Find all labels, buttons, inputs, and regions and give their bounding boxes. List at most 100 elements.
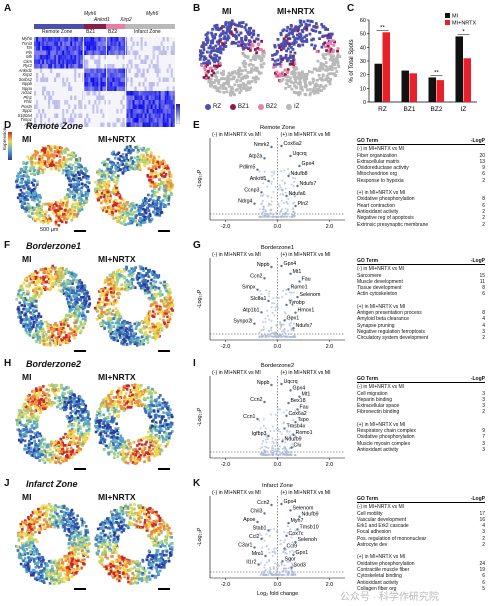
expression-spot [59,199,63,202]
zone-spot [262,49,266,53]
expression-spot [153,207,157,211]
zone-spot [260,65,263,69]
zone-spot [227,84,231,88]
heatmap-cell [96,68,99,73]
zone-spot [249,58,253,62]
heatmap-cell [100,77,103,82]
heatmap-cell [132,113,135,118]
expression-spot [127,164,130,168]
expression-spot [156,207,159,210]
expression-spot [17,290,21,293]
expression-spot [93,306,97,310]
expression-spot [26,290,29,293]
expression-spot [43,339,47,343]
expression-spot [62,326,65,329]
heatmap-cell [34,91,37,96]
zone-spot [218,86,222,90]
heatmap-cell [102,86,105,91]
zone-legend-label: RZ [213,104,221,110]
expression-spot [157,182,161,186]
expression-spot [121,340,124,343]
heatmap-cell [142,104,145,109]
heatmap-cell [48,46,51,51]
zone-spot [301,30,305,34]
heatmap-cell [112,46,115,51]
expression-spot [118,292,122,296]
heatmap-cell [56,50,59,55]
volcano-point [293,214,296,217]
expression-spot [163,166,167,170]
expression-spot [124,326,128,330]
expression-spot [136,150,140,154]
expression-spot [57,219,61,222]
expression-spot [81,311,85,314]
volcano-point [266,185,269,188]
expression-spot [21,197,24,200]
heatmap-cell [158,91,161,96]
heatmap-cell [108,64,111,69]
expression-spot [46,221,50,225]
zone-spot [254,56,257,60]
heatmap-cell [146,91,149,96]
heatmap-cell [152,82,155,87]
volcano-left-label: (-) in MI+NRTX vs MI [212,132,261,138]
expression-spot [124,165,127,169]
heatmap-cell [108,100,111,105]
zone-spot [322,55,326,59]
expression-spot [73,195,77,198]
heatmap-cell [168,91,171,96]
heatmap-cell [140,95,143,100]
expression-spot [23,304,26,308]
zone-spot [298,24,302,28]
volcano-point [271,174,274,177]
heatmap-cell [112,68,115,73]
zone-spot [333,63,337,67]
expression-spot [41,154,44,158]
expression-spot [39,315,43,318]
zone-spot [295,33,299,37]
expression-spot [30,163,34,167]
expression-spot [23,318,26,322]
expression-spot [116,191,120,194]
expression-spot [98,290,101,293]
heatmap-cell [104,68,107,73]
gene-label: Ankrd1 [18,67,32,73]
expression-spot [49,277,53,281]
expression-spot [114,203,118,207]
expression-spot [80,206,83,209]
zone-spot [297,93,301,97]
expression-spot [30,167,34,170]
heatmap-cell [104,77,107,82]
expression-spot [38,208,42,212]
expression-spot [101,289,105,293]
expression-spot [98,305,101,309]
expression-spot [40,159,44,162]
heatmap-cell [100,68,103,73]
heatmap-cell [58,46,61,51]
zone-spot [312,86,316,90]
zone-spot [226,75,230,79]
expression-spot [154,167,158,171]
gene-label: Ckm [23,58,32,64]
volcano-point [286,213,289,216]
heatmap-cell [88,82,91,87]
zone-spot [238,66,242,70]
expression-spot [113,274,116,277]
heatmap-cell [54,50,57,55]
expression-spot [94,180,97,184]
heatmap-cell [122,64,125,69]
heatmap-cell [62,113,65,118]
heatmap-cell [136,100,139,105]
expression-spot [144,318,147,322]
expression-spot [38,211,42,215]
zone-spot [220,77,224,81]
zone-spot [325,74,329,78]
expression-spot [29,195,33,199]
expression-spot [52,211,55,215]
expression-spot [119,315,123,318]
expression-spot [122,330,125,334]
go-p-header: -LogP [470,138,485,144]
expression-spot [103,291,107,295]
heatmap-cell [122,68,125,73]
expression-spot [117,296,120,299]
